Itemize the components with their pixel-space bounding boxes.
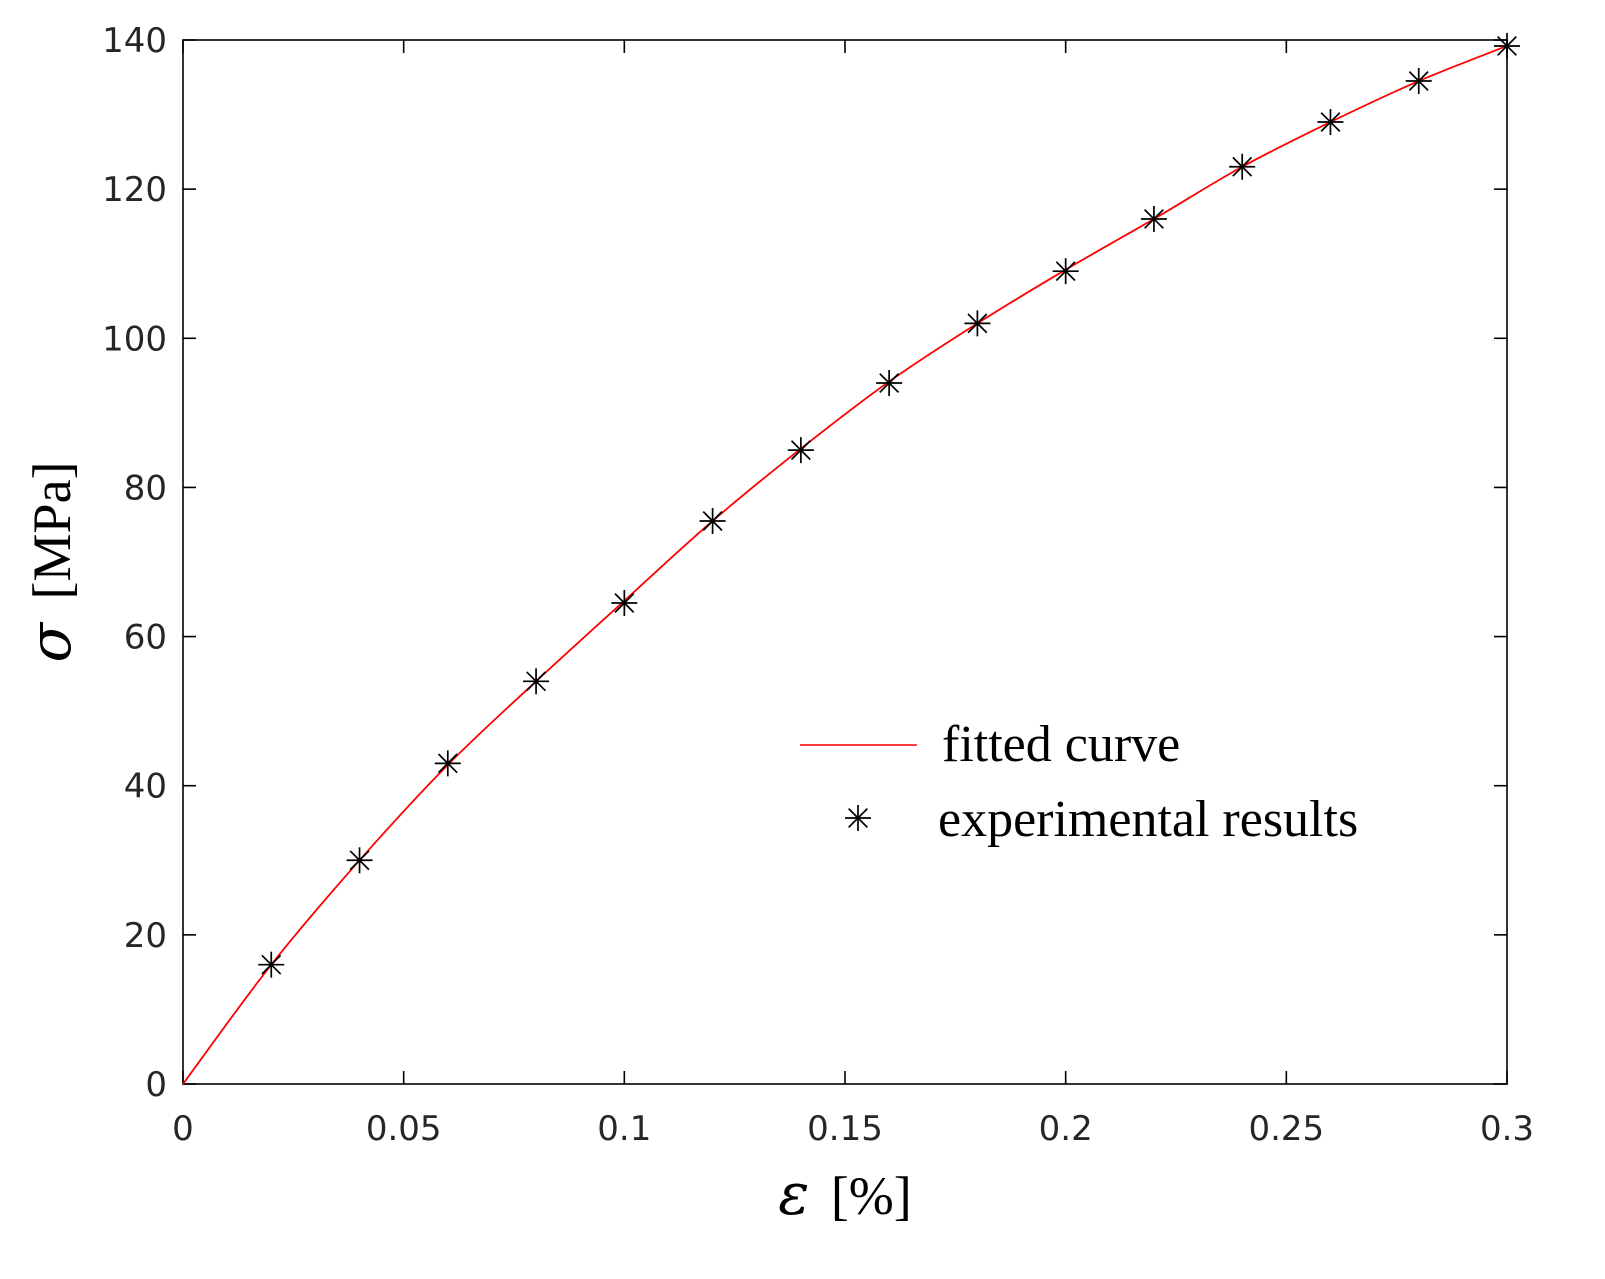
series-layer: [182, 32, 1520, 1085]
x-tick-label: 0.2: [1039, 1109, 1093, 1149]
experimental-point: [1317, 109, 1344, 136]
y-tick-label: 80: [124, 468, 167, 508]
legend-asterisk-swatch: [845, 805, 871, 831]
y-axis-symbol: σ: [16, 622, 84, 663]
x-tick-label: 0.15: [807, 1109, 883, 1149]
x-axis-title: ε [%]: [778, 1160, 912, 1228]
y-tick-label: 0: [145, 1065, 167, 1105]
x-axis-unit: [%]: [831, 1166, 912, 1226]
experimental-point: [1494, 32, 1520, 59]
legend: fitted curve experimental results: [800, 716, 1358, 848]
experimental-point: [964, 310, 991, 337]
y-tick-label: 20: [124, 916, 167, 956]
experimental-point: [611, 590, 638, 617]
y-axis-title: σ [MPa]: [16, 461, 84, 662]
x-axis-symbol: ε: [778, 1160, 809, 1228]
experimental-point: [346, 847, 373, 874]
experimental-point: [1229, 153, 1256, 180]
y-tick-label: 120: [102, 170, 167, 210]
experimental-point: [1405, 68, 1432, 95]
experimental-point: [258, 951, 285, 978]
x-axis-ticks: 0 0.05 0.1 0.15 0.2 0.25 0.3: [172, 40, 1534, 1149]
legend-asterisk: [845, 805, 871, 831]
fitted-curve-line: [182, 45, 1508, 1085]
legend-label-fitted-curve: fitted curve: [942, 716, 1180, 773]
plot-area: 0 0.05 0.1 0.15 0.2 0.25 0.3 0 20 40 60 80 100 120 14…: [102, 21, 1534, 1149]
x-tick-label: 0.05: [366, 1109, 442, 1149]
x-tick-label: 0: [172, 1109, 194, 1149]
experimental-point: [523, 668, 550, 695]
experimental-point: [434, 750, 461, 777]
experimental-point: [787, 437, 814, 464]
y-tick-label: 140: [102, 21, 167, 61]
y-tick-label: 100: [102, 319, 167, 359]
experimental-point: [1140, 205, 1167, 232]
experimental-point: [876, 370, 903, 397]
y-axis-ticks: 0 20 40 60 80 100 120 140: [102, 21, 1507, 1105]
x-tick-label: 0.25: [1248, 1109, 1324, 1149]
y-axis-unit: [MPa]: [22, 461, 82, 599]
y-tick-label: 40: [124, 767, 167, 807]
y-tick-label: 60: [124, 618, 167, 658]
experimental-point: [1052, 258, 1079, 285]
experimental-point: [699, 507, 726, 534]
x-tick-label: 0.1: [597, 1109, 651, 1149]
x-tick-label: 0.3: [1480, 1109, 1534, 1149]
legend-label-experimental-results: experimental results: [938, 791, 1358, 848]
